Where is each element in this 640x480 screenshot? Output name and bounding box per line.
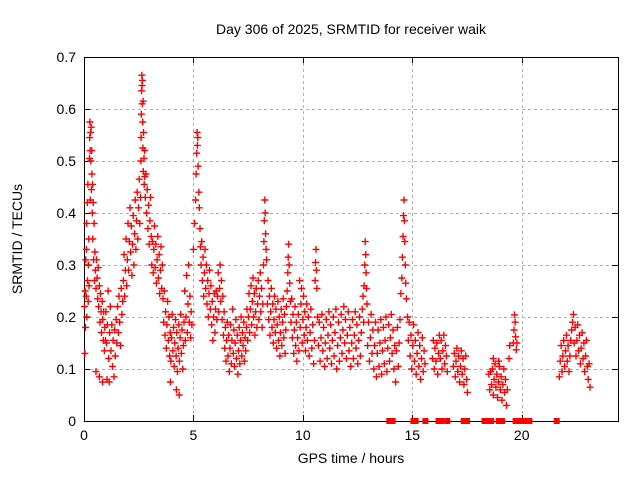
y-tick-label: 0.4 <box>56 205 76 221</box>
x-tick-label: 20 <box>513 427 530 443</box>
chart-title: Day 306 of 2025, SRMTID for receiver wai… <box>216 21 486 37</box>
x-tick-label: 15 <box>404 427 421 443</box>
zero-value-points <box>386 418 560 424</box>
scatter-points <box>80 71 594 409</box>
y-tick-label: 0.3 <box>56 257 76 273</box>
y-tick-label: 0.6 <box>56 101 76 117</box>
y-tick-label: 0.7 <box>56 49 76 65</box>
y-tick-label: 0.5 <box>56 153 76 169</box>
y-axis-label: SRMTID / TECUs <box>9 183 25 295</box>
y-tick-label: 0 <box>68 413 76 429</box>
y-tick-label: 0.2 <box>56 309 76 325</box>
y-tick-label: 0.1 <box>56 361 76 377</box>
x-axis-label: GPS time / hours <box>297 450 405 466</box>
x-tick-label: 5 <box>189 427 198 443</box>
x-tick-label: 0 <box>80 427 88 443</box>
grid-lines <box>84 57 618 421</box>
x-tick-label: 10 <box>295 427 311 443</box>
